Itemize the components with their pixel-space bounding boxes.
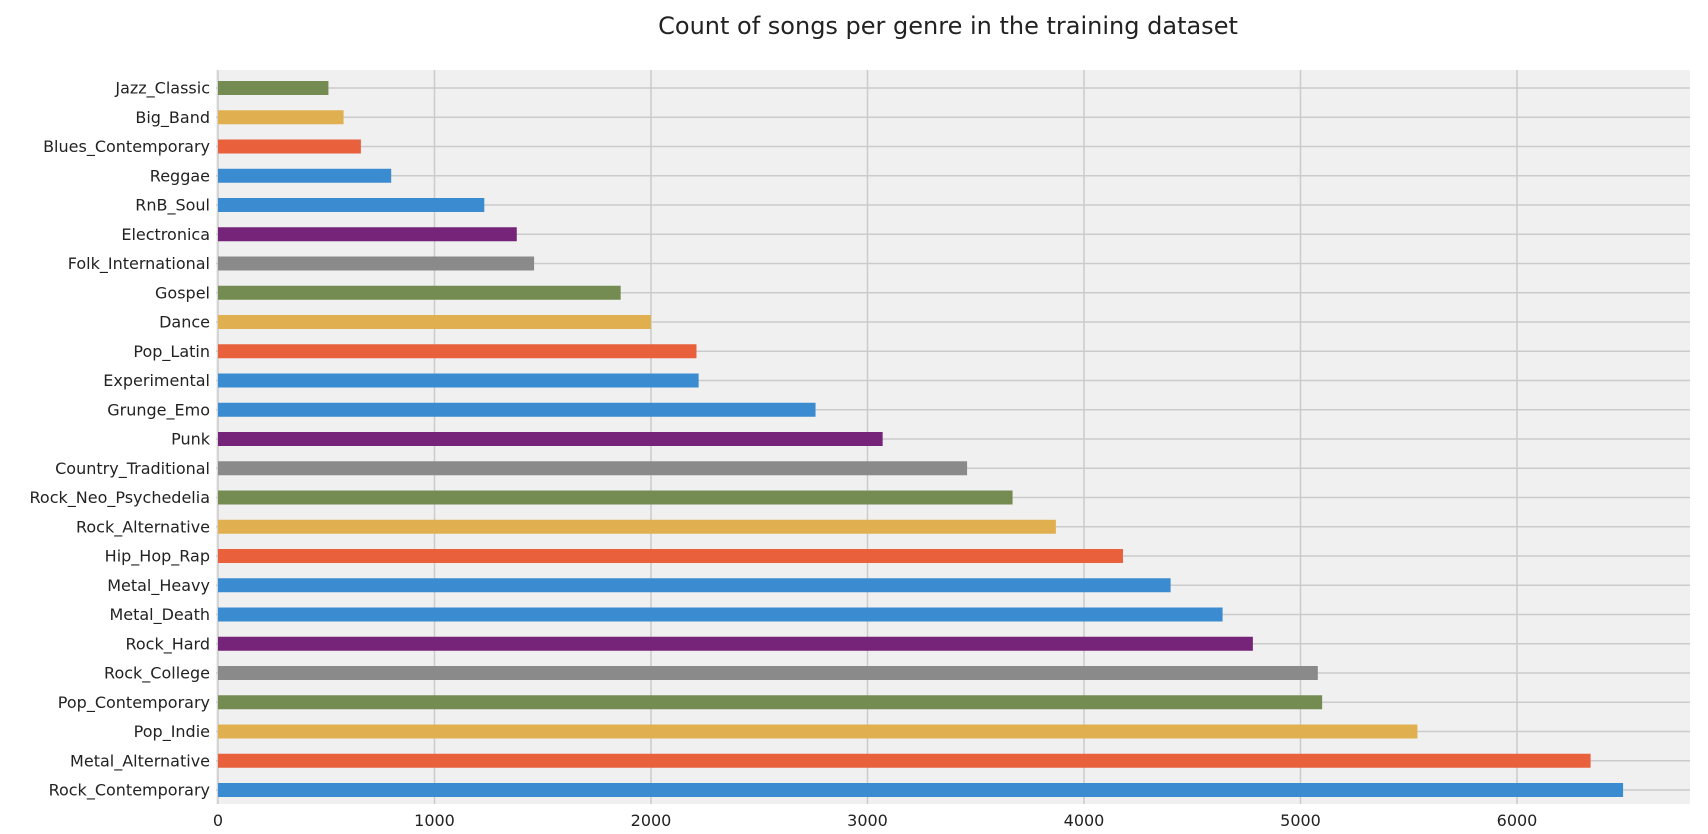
bar-hip-hop-rap: [218, 549, 1123, 563]
bar-metal-alternative: [218, 753, 1591, 768]
bar-rnb-soul: [218, 198, 485, 212]
category-label: Gospel: [155, 283, 210, 302]
bars: [218, 81, 1624, 797]
category-label: Dance: [159, 313, 210, 332]
bar-pop-latin: [218, 344, 697, 359]
bar-electronica: [218, 227, 517, 242]
x-tick-labels: 0 1000 2000 3000 4000 5000 6000: [213, 811, 1537, 830]
x-tick-label: 2000: [631, 811, 672, 830]
category-label: Rock_Alternative: [76, 517, 210, 537]
bar-country-traditional: [218, 461, 968, 476]
bar-dance: [218, 315, 651, 329]
bar-rock-hard: [218, 636, 1253, 651]
bar-rock-alternative: [218, 519, 1056, 534]
category-label: Electronica: [121, 225, 210, 244]
chart-title: Count of songs per genre in the training…: [658, 12, 1238, 40]
category-label: Rock_Contemporary: [49, 781, 210, 801]
bar-reggae: [218, 168, 392, 183]
bar-big-band: [218, 110, 344, 125]
category-label: Grunge_Emo: [107, 400, 210, 420]
bar-metal-death: [218, 607, 1223, 622]
x-tick-label: 0: [213, 811, 223, 830]
bar-experimental: [218, 373, 699, 388]
x-tick-label: 1000: [414, 811, 455, 830]
bar-rock-college: [218, 666, 1318, 680]
category-label: Pop_Latin: [133, 342, 210, 362]
bar-blues-contemporary: [218, 139, 361, 154]
x-tick-label: 3000: [847, 811, 888, 830]
category-label: Metal_Heavy: [107, 576, 210, 596]
bar-pop-indie: [218, 724, 1418, 739]
category-label: Reggae: [150, 166, 210, 185]
bar-rock-contemporary: [218, 783, 1624, 797]
category-label: Rock_Neo_Psychedelia: [30, 488, 211, 508]
category-label: Metal_Death: [109, 605, 210, 625]
category-label: Country_Traditional: [55, 459, 210, 479]
x-tick-label: 5000: [1280, 811, 1321, 830]
category-label: Pop_Contemporary: [58, 693, 210, 713]
bar-metal-heavy: [218, 578, 1171, 593]
category-label: Blues_Contemporary: [43, 137, 210, 157]
category-label: Big_Band: [135, 108, 210, 128]
bar-jazz-classic: [218, 81, 329, 95]
category-label: Pop_Indie: [134, 722, 210, 742]
bar-rock-neo-psychedelia: [218, 490, 1013, 505]
x-tick-label: 4000: [1064, 811, 1105, 830]
category-label: Hip_Hop_Rap: [105, 547, 210, 567]
bar-grunge-emo: [218, 402, 816, 417]
bar-folk-international: [218, 256, 535, 271]
bar-punk: [218, 432, 883, 446]
category-label: Rock_College: [104, 664, 210, 684]
category-labels: Rock_Contemporary Metal_Alternative Pop_In…: [30, 79, 211, 801]
category-label: Rock_Hard: [125, 634, 210, 654]
bar-pop-contemporary: [218, 695, 1323, 710]
category-label: Punk: [171, 430, 211, 449]
x-tick-label: 6000: [1497, 811, 1538, 830]
category-label: Experimental: [103, 371, 210, 390]
category-label: Jazz_Classic: [114, 79, 210, 99]
category-label: RnB_Soul: [135, 196, 210, 216]
category-label: Folk_International: [68, 254, 210, 274]
category-label: Metal_Alternative: [70, 751, 210, 771]
bar-gospel: [218, 285, 621, 300]
